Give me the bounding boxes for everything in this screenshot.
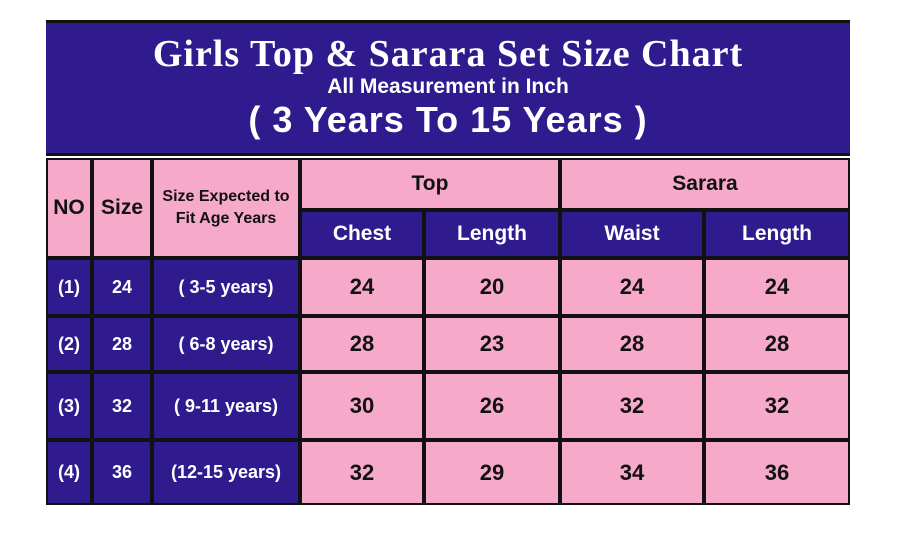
cell-age: ( 9-11 years): [152, 372, 300, 440]
header-sarara: Sarara: [560, 158, 850, 210]
header-sarara-length: Length: [704, 210, 850, 258]
header-chest: Chest: [300, 210, 424, 258]
header-top: Top: [300, 158, 560, 210]
chart-subtitle: All Measurement in Inch: [327, 75, 569, 98]
title-banner: Girls Top & Sarara Set Size Chart All Me…: [46, 20, 850, 156]
cell-age: ( 6-8 years): [152, 316, 300, 372]
cell-top-length: 26: [424, 372, 560, 440]
header-size: Size: [92, 158, 152, 258]
cell-no: (4): [46, 440, 92, 505]
cell-chest: 32: [300, 440, 424, 505]
cell-age: (12-15 years): [152, 440, 300, 505]
cell-top-length: 20: [424, 258, 560, 316]
header-age: Size Expected to Fit Age Years: [152, 158, 300, 258]
cell-top-length: 23: [424, 316, 560, 372]
cell-chest: 30: [300, 372, 424, 440]
cell-sarara-length: 28: [704, 316, 850, 372]
chart-title: Girls Top & Sarara Set Size Chart: [152, 33, 744, 75]
cell-waist: 32: [560, 372, 704, 440]
cell-sarara-length: 32: [704, 372, 850, 440]
cell-size: 28: [92, 316, 152, 372]
cell-no: (2): [46, 316, 92, 372]
cell-waist: 34: [560, 440, 704, 505]
cell-no: (3): [46, 372, 92, 440]
cell-chest: 28: [300, 316, 424, 372]
cell-waist: 28: [560, 316, 704, 372]
cell-sarara-length: 36: [704, 440, 850, 505]
cell-top-length: 29: [424, 440, 560, 505]
cell-chest: 24: [300, 258, 424, 316]
cell-size: 36: [92, 440, 152, 505]
header-waist: Waist: [560, 210, 704, 258]
cell-size: 32: [92, 372, 152, 440]
cell-size: 24: [92, 258, 152, 316]
cell-waist: 24: [560, 258, 704, 316]
cell-age: ( 3-5 years): [152, 258, 300, 316]
cell-no: (1): [46, 258, 92, 316]
age-range: ( 3 Years To 15 Years ): [248, 99, 648, 140]
cell-sarara-length: 24: [704, 258, 850, 316]
header-no: NO: [46, 158, 92, 258]
header-top-length: Length: [424, 210, 560, 258]
